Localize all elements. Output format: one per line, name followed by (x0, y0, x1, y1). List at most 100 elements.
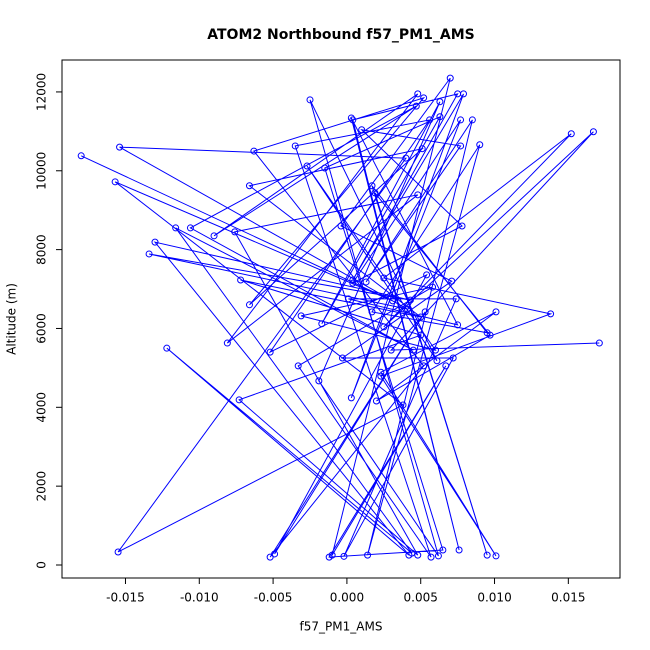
data-point (409, 346, 417, 354)
data-point (454, 321, 462, 329)
data-point (589, 128, 597, 136)
data-point (163, 344, 171, 352)
data-point (368, 182, 376, 190)
data-point (306, 96, 314, 104)
data-point (403, 305, 411, 313)
data-point (368, 308, 376, 316)
x-axis-label: f57_PM1_AMS (300, 620, 383, 634)
data-point (210, 232, 218, 240)
data-point (455, 546, 463, 554)
data-point (340, 552, 348, 560)
x-tick-label: 0.015 (551, 591, 585, 605)
data-point (389, 297, 397, 305)
data-point (452, 295, 460, 303)
data-point (337, 222, 345, 230)
data-point (417, 313, 425, 321)
data-point (349, 116, 357, 124)
data-point (186, 224, 194, 232)
data-point (245, 301, 253, 309)
data-point (237, 276, 245, 284)
data-point (297, 312, 305, 320)
data-point (486, 331, 494, 339)
y-tick-label: 0 (35, 561, 49, 569)
y-tick-label: 8000 (35, 234, 49, 265)
x-tick-label: -0.010 (180, 591, 219, 605)
data-point (483, 551, 491, 559)
data-point (420, 94, 428, 102)
data-point (235, 396, 243, 404)
data-point (321, 164, 329, 172)
y-tick-label: 12000 (35, 73, 49, 111)
data-point (417, 331, 425, 339)
data-point (116, 143, 124, 151)
data-point (231, 228, 239, 236)
data-point (423, 271, 431, 279)
data-point (446, 74, 454, 82)
data-point (347, 114, 355, 122)
x-tick-label: 0.010 (477, 591, 511, 605)
data-point (547, 310, 555, 318)
data-point (399, 401, 407, 409)
data-point (349, 276, 357, 284)
data-point (364, 551, 372, 559)
data-point (458, 222, 466, 230)
data-point (442, 362, 450, 370)
data-point (433, 357, 441, 365)
data-point (380, 274, 388, 282)
data-point (567, 130, 575, 138)
data-point (77, 152, 85, 160)
data-point (271, 550, 279, 558)
data-point (111, 178, 119, 186)
data-point (418, 145, 426, 153)
data-point (377, 372, 385, 380)
data-point (223, 339, 231, 347)
data-point (266, 348, 274, 356)
data-point (291, 142, 299, 150)
y-tick-label: 6000 (35, 313, 49, 344)
data-point (448, 277, 456, 285)
data-point (457, 142, 465, 150)
data-point (245, 182, 253, 190)
data-point (372, 397, 380, 405)
data-point (460, 90, 468, 98)
y-tick-label: 4000 (35, 392, 49, 423)
data-point (347, 394, 355, 402)
data-point (145, 250, 153, 258)
data-point (492, 552, 500, 560)
data-point (294, 362, 302, 370)
data-point (421, 308, 429, 316)
y-tick-label: 2000 (35, 471, 49, 502)
data-point (362, 278, 370, 286)
plot-box (61, 59, 621, 579)
data-point (151, 238, 159, 246)
data-point (436, 113, 444, 121)
data-point (434, 552, 442, 560)
data-point (380, 323, 388, 331)
data-point (414, 191, 422, 199)
data-point (387, 346, 395, 354)
data-point (114, 548, 122, 556)
data-point (408, 549, 416, 557)
data-point (436, 98, 444, 106)
data-point (426, 116, 434, 124)
data-point (358, 126, 366, 134)
data-point (414, 551, 422, 559)
data-point (468, 116, 476, 124)
data-point (402, 154, 410, 162)
data-point (371, 189, 379, 197)
x-tick-label: 0.005 (404, 591, 438, 605)
data-point (449, 354, 457, 362)
chart-title: ATOM2 Northbound f57_PM1_AMS (207, 27, 474, 43)
data-point (476, 141, 484, 149)
data-point (427, 553, 435, 561)
data-point (439, 546, 447, 554)
x-tick-label: 0.000 (330, 591, 364, 605)
data-point (303, 162, 311, 170)
data-point (492, 308, 500, 316)
data-point (414, 90, 422, 98)
y-tick-label: 10000 (35, 152, 49, 190)
data-point (318, 320, 326, 328)
y-axis-label: Altitude (m) (5, 283, 19, 355)
data-point (250, 147, 258, 155)
